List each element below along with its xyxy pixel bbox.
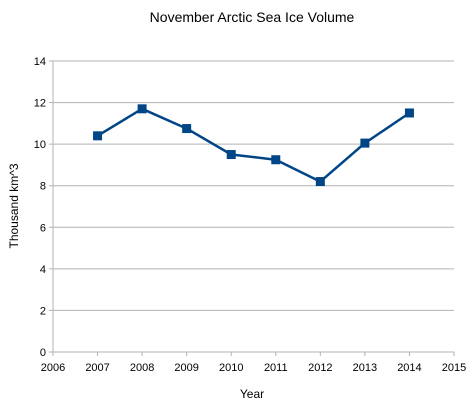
y-axis-title: Thousand km^3 <box>7 163 21 248</box>
x-tick-label: 2007 <box>85 362 109 374</box>
y-tick-label: 10 <box>34 139 46 151</box>
y-tick-label: 8 <box>40 181 46 193</box>
x-tick-label: 2008 <box>130 362 154 374</box>
y-tick-label: 2 <box>40 305 46 317</box>
data-point-marker <box>315 177 325 187</box>
y-tick-label: 4 <box>40 264 46 276</box>
y-tick-label: 14 <box>34 56 46 68</box>
x-tick-label: 2009 <box>174 362 198 374</box>
x-tick-label: 2006 <box>41 362 65 374</box>
data-point-marker <box>182 124 192 134</box>
x-tick-label: 2012 <box>308 362 332 374</box>
data-point-marker <box>360 138 370 148</box>
data-point-marker <box>226 150 236 160</box>
x-axis-title: Year <box>240 387 264 401</box>
x-tick-label: 2011 <box>264 362 288 374</box>
y-tick-label: 0 <box>40 347 46 359</box>
tick-layer: 0 2 4 6 8 10 12 14 2006 2007 2008 2009 2010 2011 2012 2… <box>34 56 466 374</box>
axis-layer <box>49 60 455 356</box>
data-point-marker <box>137 104 147 114</box>
series-line <box>96 107 411 183</box>
x-tick-label: 2010 <box>219 362 243 374</box>
data-point-marker <box>93 131 103 141</box>
y-tick-label: 6 <box>40 222 46 234</box>
series-layer <box>93 104 414 187</box>
grid-layer <box>53 60 454 353</box>
x-tick-label: 2014 <box>397 362 421 374</box>
y-tick-label: 12 <box>34 98 46 110</box>
x-tick-label: 2013 <box>353 362 377 374</box>
chart-title: November Arctic Sea Ice Volume <box>150 9 355 25</box>
x-tick-label: 2015 <box>442 362 466 374</box>
data-point-marker <box>404 108 414 118</box>
data-point-marker <box>271 155 281 165</box>
